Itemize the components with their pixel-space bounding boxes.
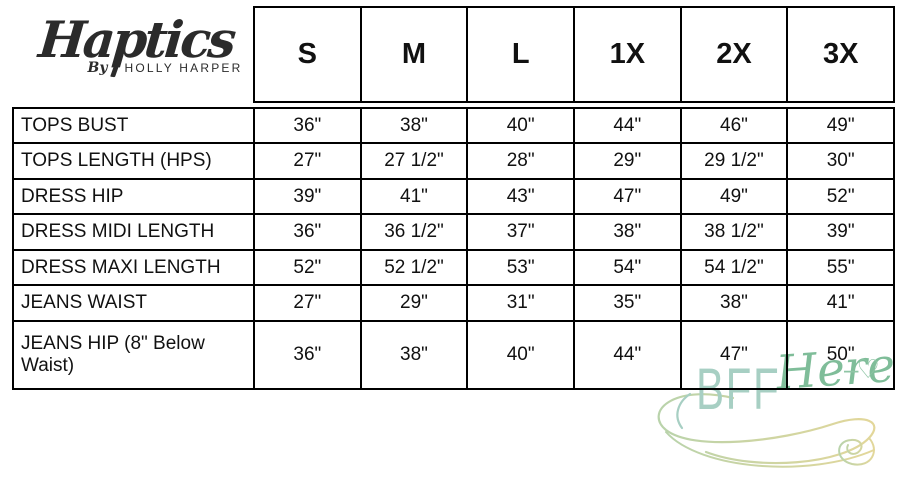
measurement-label: DRESS MIDI LENGTH (12, 213, 255, 251)
measurement-label: DRESS HIP (12, 177, 255, 216)
size-header-row: S M L 1X 2X 3X (253, 6, 896, 103)
size-value: 47" (572, 177, 682, 216)
size-value: 44" (572, 106, 682, 145)
size-value: 29" (359, 284, 469, 322)
table-row: DRESS MIDI LENGTH 36" 36 1/2" 37" 38" 38… (12, 213, 895, 251)
size-value: 38" (359, 319, 469, 391)
brand-name: Haptics (36, 10, 236, 69)
size-value: 27" (253, 142, 362, 180)
size-value: 54 1/2" (679, 248, 789, 287)
size-header-m: M (359, 6, 469, 103)
size-value: 40" (466, 106, 575, 145)
size-value: 41" (359, 177, 469, 216)
size-value: 29" (572, 142, 682, 180)
size-value: 31" (466, 284, 575, 322)
size-header-1x: 1X (573, 6, 682, 103)
size-header-3x: 3X (786, 6, 896, 103)
size-value: 38" (359, 106, 469, 145)
size-value: 46" (679, 106, 789, 145)
size-value: 52 1/2" (359, 248, 469, 287)
size-value: 28" (466, 142, 575, 180)
byline-by-label: By (87, 60, 108, 76)
measurement-label: DRESS MAXI LENGTH (12, 248, 255, 287)
size-value: 38 1/2" (679, 213, 789, 251)
table-row: TOPS LENGTH (HPS) 27" 27 1/2" 28" 29" 29… (12, 142, 895, 180)
size-value: 40" (466, 319, 575, 391)
designer-name: HOLLY HARPER (124, 61, 243, 75)
size-value: 43" (466, 177, 575, 216)
size-value: 54" (572, 248, 682, 287)
size-value: 38" (679, 284, 789, 322)
brand-logo: Haptics By HOLLY HARPER (22, 10, 250, 102)
size-header-s: S (253, 6, 362, 103)
table-row: TOPS BUST 36" 38" 40" 44" 46" 49" (12, 106, 895, 145)
brand-byline: By HOLLY HARPER (22, 59, 250, 77)
size-value: 47" (679, 319, 789, 391)
size-value: 37" (466, 213, 575, 251)
size-value: 44" (572, 319, 682, 391)
size-value: 50" (786, 319, 895, 391)
table-row: JEANS HIP (8" Below Waist) 36" 38" 40" 4… (12, 319, 895, 391)
size-header-l: L (466, 6, 576, 103)
size-value: 55" (786, 248, 895, 287)
size-value: 35" (572, 284, 682, 322)
size-value: 49" (786, 106, 895, 145)
size-value: 29 1/2" (679, 142, 789, 180)
size-value: 30" (786, 142, 895, 180)
size-value: 52" (253, 248, 362, 287)
measurement-label: TOPS BUST (12, 106, 255, 145)
size-value: 36" (253, 213, 362, 251)
table-row: JEANS WAIST 27" 29" 31" 35" 38" 41" (12, 284, 895, 322)
size-chart-table: TOPS BUST 36" 38" 40" 44" 46" 49" TOPS L… (12, 106, 895, 391)
size-value: 49" (679, 177, 789, 216)
measurement-label: TOPS LENGTH (HPS) (12, 142, 255, 180)
table-row: DRESS HIP 39" 41" 43" 47" 49" 52" (12, 177, 895, 216)
size-value: 39" (786, 213, 895, 251)
size-value: 38" (572, 213, 682, 251)
table-row: DRESS MAXI LENGTH 52" 52 1/2" 53" 54" 54… (12, 248, 895, 287)
measurement-label: JEANS WAIST (12, 284, 255, 322)
size-value: 39" (253, 177, 362, 216)
size-value: 36" (253, 106, 362, 145)
size-value: 36" (253, 319, 362, 391)
size-value: 53" (466, 248, 575, 287)
size-value: 36 1/2" (359, 213, 469, 251)
size-value: 52" (786, 177, 895, 216)
measurement-label: JEANS HIP (8" Below Waist) (12, 319, 255, 391)
size-value: 41" (786, 284, 895, 322)
size-value: 27 1/2" (359, 142, 469, 180)
size-header-2x: 2X (679, 6, 789, 103)
flourish-swirl-icon (657, 392, 876, 468)
size-value: 27" (253, 284, 362, 322)
